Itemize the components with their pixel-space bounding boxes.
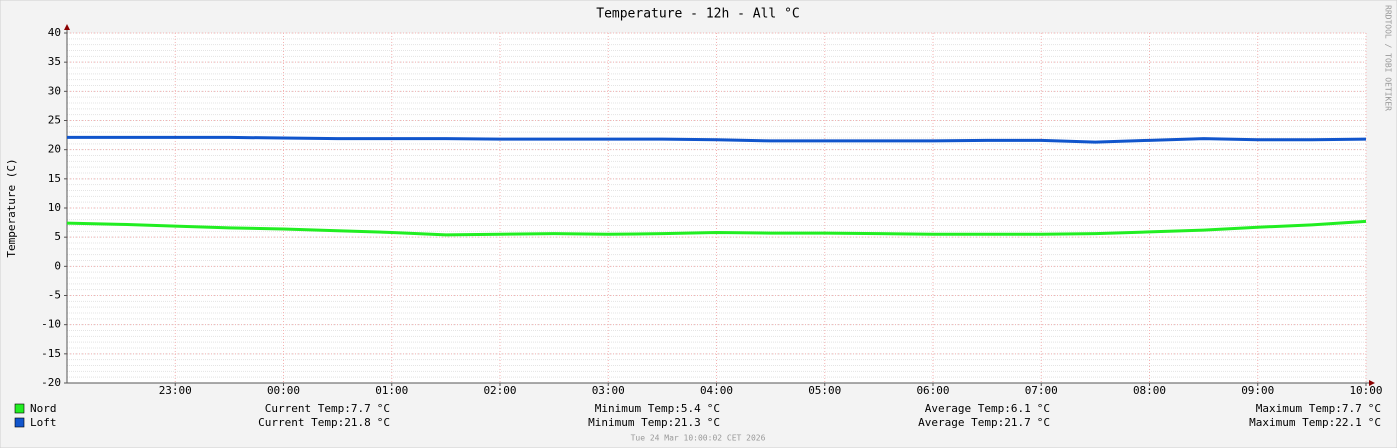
legend-label: Nord xyxy=(30,402,57,415)
legend-stat: Current Temp:7.7 °C xyxy=(265,402,390,415)
x-tick-label: 01:00 xyxy=(375,384,408,397)
y-tick-label: 25 xyxy=(48,114,61,127)
stat-label: Minimum Temp: xyxy=(595,402,681,415)
legend-swatch xyxy=(14,403,25,414)
stat-label: Maximum Temp: xyxy=(1256,402,1342,415)
stat-label: Current Temp: xyxy=(258,416,344,429)
stat-label: Minimum Temp: xyxy=(588,416,674,429)
x-tick-label: 03:00 xyxy=(592,384,625,397)
legend-stat: Minimum Temp:21.3 °C xyxy=(588,416,720,429)
footer: Tue 24 Mar 10:00:02 CET 2026 xyxy=(631,434,766,443)
legend-stat: Maximum Temp:22.1 °C xyxy=(1249,416,1381,429)
y-tick-label: 35 xyxy=(48,55,61,68)
side-text: RRDTOOL / TOBI OETIKER xyxy=(1384,5,1393,111)
axis-arrow xyxy=(1369,380,1375,386)
stat-unit: °C xyxy=(377,402,390,415)
y-tick-label: -20 xyxy=(41,376,61,389)
x-tick-label: 06:00 xyxy=(916,384,949,397)
x-tick-label: 07:00 xyxy=(1025,384,1058,397)
stat-value: 7.7 xyxy=(1342,402,1362,415)
stat-unit: °C xyxy=(707,416,720,429)
stat-unit: °C xyxy=(377,416,390,429)
x-tick-label: 04:00 xyxy=(700,384,733,397)
stat-unit: °C xyxy=(1037,402,1050,415)
series-line xyxy=(67,135,1367,144)
stat-label: Average Temp: xyxy=(925,402,1011,415)
stat-value: 7.7 xyxy=(351,402,371,415)
stat-value: 6.1 xyxy=(1011,402,1031,415)
stat-value: 22.1 xyxy=(1335,416,1362,429)
y-axis-label: Temperature (C) xyxy=(5,158,18,257)
stat-value: 21.3 xyxy=(674,416,701,429)
y-tick-label: -5 xyxy=(48,289,61,302)
x-tick-label: 02:00 xyxy=(483,384,516,397)
y-tick-label: 20 xyxy=(48,143,61,156)
stat-value: 5.4 xyxy=(681,402,701,415)
x-tick-label: 10:00 xyxy=(1349,384,1382,397)
stat-value: 21.8 xyxy=(344,416,371,429)
x-tick-label: 23:00 xyxy=(159,384,192,397)
y-tick-label: -10 xyxy=(41,318,61,331)
axis-arrow xyxy=(64,24,70,30)
legend-stat: Average Temp:21.7 °C xyxy=(918,416,1050,429)
stat-value: 21.7 xyxy=(1004,416,1031,429)
stat-label: Average Temp: xyxy=(918,416,1004,429)
legend-stat: Current Temp:21.8 °C xyxy=(258,416,390,429)
x-tick-label: 05:00 xyxy=(808,384,841,397)
x-tick-label: 09:00 xyxy=(1241,384,1274,397)
y-tick-label: 0 xyxy=(54,259,61,272)
stat-label: Maximum Temp: xyxy=(1249,416,1335,429)
y-tick-label: 40 xyxy=(48,26,61,39)
stat-unit: °C xyxy=(707,402,720,415)
y-tick-label: 15 xyxy=(48,172,61,185)
y-tick-label: -15 xyxy=(41,347,61,360)
stat-unit: °C xyxy=(1037,416,1050,429)
y-tick-label: 5 xyxy=(54,230,61,243)
y-tick-label: 10 xyxy=(48,201,61,214)
stat-unit: °C xyxy=(1368,402,1381,415)
legend-swatch xyxy=(14,417,25,428)
y-tick-label: 30 xyxy=(48,84,61,97)
stat-unit: °C xyxy=(1368,416,1381,429)
legend-stat: Average Temp:6.1 °C xyxy=(925,402,1050,415)
legend-stat: Maximum Temp:7.7 °C xyxy=(1256,402,1381,415)
x-tick-label: 00:00 xyxy=(267,384,300,397)
stat-label: Current Temp: xyxy=(265,402,351,415)
legend-stat: Minimum Temp:5.4 °C xyxy=(595,402,720,415)
series-line xyxy=(66,219,1367,237)
x-tick-label: 08:00 xyxy=(1133,384,1166,397)
chart-title: Temperature - 12h - All °C xyxy=(596,7,800,22)
legend-label: Loft xyxy=(30,416,57,429)
